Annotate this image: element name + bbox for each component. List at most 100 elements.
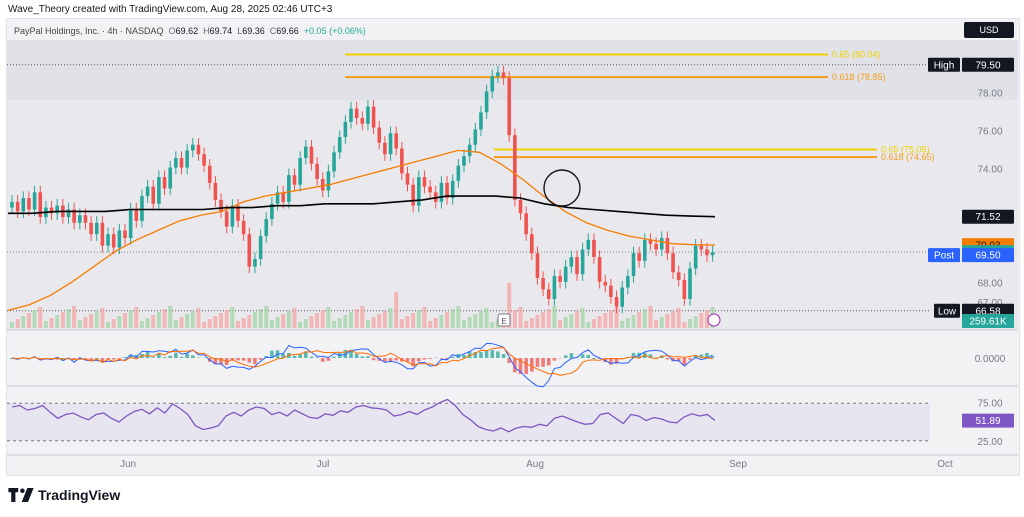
volume-bar [60, 312, 65, 328]
macd-bar [535, 358, 540, 368]
candle [592, 239, 596, 258]
rsi-value: 51.89 [975, 416, 1000, 427]
candle [270, 203, 274, 219]
symbol-legend: PayPal Holdings, Inc. · 4h · NASDAQ O69.… [14, 26, 366, 36]
volume-bar [247, 315, 252, 328]
volume-bar [371, 317, 376, 328]
volume-bar [258, 309, 263, 328]
candle [546, 289, 551, 299]
volume-bar [518, 307, 523, 328]
currency-button[interactable]: USD [964, 22, 1014, 38]
price-tag-label-bg [928, 248, 960, 263]
volume-bar [326, 307, 331, 328]
candle [55, 205, 59, 214]
open-label: O [168, 26, 176, 36]
macd-bar [411, 358, 415, 367]
candle [337, 137, 342, 153]
candle [513, 135, 517, 200]
volume-bar [648, 306, 653, 328]
candle [292, 175, 297, 185]
volume-bar [15, 319, 20, 328]
rsi-upper-label: 75.00 [977, 398, 1002, 409]
macd-bar [552, 358, 557, 361]
volume-bar [123, 313, 127, 328]
candle [507, 78, 511, 136]
candle [552, 276, 557, 299]
tradingview-brand[interactable]: TradingView [8, 487, 120, 503]
volume-bar [575, 311, 579, 328]
volume-bar [286, 311, 291, 328]
volume-bar [439, 315, 444, 328]
volume-bar [94, 311, 99, 328]
volume-bar [168, 306, 173, 328]
candle [32, 192, 37, 210]
macd-bar [315, 357, 319, 358]
candle [281, 192, 285, 202]
price-tag [962, 57, 1014, 72]
candle [241, 220, 246, 235]
attribution-bar: Wave_Theory created with TradingView.com… [0, 0, 1024, 18]
macd-bar [541, 358, 545, 367]
candle [168, 167, 172, 189]
macd-bar [366, 356, 370, 358]
volume-bar [106, 322, 111, 328]
candle [479, 112, 483, 130]
volume-bar [524, 321, 529, 328]
tradingview-logo-icon [8, 488, 34, 502]
candle [145, 186, 150, 197]
candle [207, 165, 212, 183]
macd-bar [671, 358, 675, 362]
macd-axis-label: 0.0000 [975, 354, 1006, 365]
candle [603, 281, 608, 286]
volume-bar [264, 306, 269, 328]
volume-bar [456, 306, 461, 328]
macd-bar [123, 357, 127, 358]
x-axis-label: Sep [729, 459, 747, 470]
volume-bar [546, 309, 551, 328]
volume-bar [688, 319, 692, 328]
candle [637, 253, 641, 261]
x-axis-label: Jul [317, 459, 330, 470]
volume-bar [38, 307, 43, 328]
volume-bar [682, 322, 687, 328]
volume-bar [281, 314, 286, 328]
rsi-lower-label: 25.00 [977, 437, 1002, 448]
macd-bar [83, 358, 88, 359]
macd-bar [530, 358, 534, 372]
price-tag-value: 79.50 [975, 60, 1000, 71]
macd-bar [157, 352, 161, 358]
macd-bar [467, 351, 472, 358]
candle [371, 106, 376, 128]
macd-bar [428, 358, 432, 359]
price-tag-value: 259.61K [969, 317, 1007, 328]
candle [676, 272, 681, 280]
macd-bar [705, 352, 709, 358]
ema-fast-line [7, 149, 716, 312]
volume-bar [625, 318, 630, 328]
volume-bar [275, 317, 280, 328]
candle [309, 146, 314, 164]
volume-bar [597, 316, 602, 328]
macd-bar [253, 358, 257, 365]
volume-bar [399, 319, 404, 328]
macd-bar [546, 358, 551, 366]
volume-bar [620, 321, 625, 328]
x-axis-label: Aug [526, 459, 544, 470]
macd-bar [38, 358, 43, 359]
macd-bar [501, 354, 506, 358]
macd-bar [349, 350, 353, 358]
candle [422, 177, 427, 187]
x-axis-label: Oct [937, 459, 953, 470]
price-tag-value: 69.50 [975, 251, 1000, 262]
candle [326, 171, 331, 191]
macd-bar [462, 354, 466, 358]
candle [665, 238, 670, 254]
macd-bar [111, 358, 116, 360]
candle [456, 165, 461, 181]
candle [563, 266, 568, 282]
price-tag-value: 66.58 [975, 306, 1000, 317]
candle [78, 215, 82, 223]
candle [185, 150, 189, 168]
volume-bar [512, 310, 517, 328]
